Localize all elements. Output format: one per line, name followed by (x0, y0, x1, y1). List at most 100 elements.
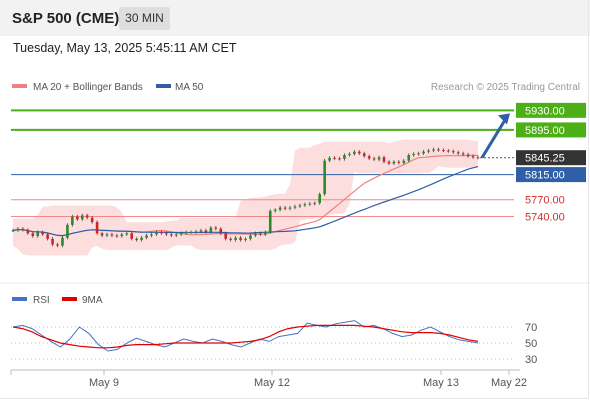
candle-body (268, 210, 272, 233)
chart-header: S&P 500 (CME) 30 MIN (0, 0, 590, 36)
chart-credit: Research © 2025 Trading Central (431, 82, 580, 93)
candle-body (80, 215, 84, 220)
interval-selector[interactable]: 30 MIN (119, 7, 170, 30)
candle-body (466, 154, 470, 157)
candle-body (451, 151, 455, 153)
candle-body (239, 237, 242, 240)
candle-body (318, 194, 322, 204)
level-label-box-5895.00 (516, 122, 586, 138)
candle-body (85, 215, 89, 218)
candle-body (377, 157, 381, 160)
level-label-5845.25: 5845.25 (525, 153, 565, 165)
candle-body (437, 149, 440, 151)
candle-body (184, 232, 188, 234)
candle-body (234, 237, 237, 240)
candle-body (357, 151, 361, 154)
candle-body (214, 227, 218, 229)
candle-body (219, 228, 223, 234)
candle-body (447, 150, 450, 152)
candle-body (333, 157, 336, 159)
level-label-box-5930.00 (516, 102, 586, 118)
candle-body (422, 151, 425, 154)
candle-body (412, 153, 415, 156)
x-tick-label-May-9: May 9 (89, 377, 119, 389)
candle-body (174, 234, 178, 236)
candle-body (169, 234, 173, 236)
candle-body (204, 230, 208, 233)
candle-body (224, 233, 228, 239)
candle-body (179, 233, 183, 235)
candle-body (283, 207, 287, 209)
candle-body (140, 237, 143, 240)
candle-body (328, 157, 331, 161)
candle-body (353, 151, 356, 154)
candle-body (362, 153, 366, 157)
rsi-line (12, 320, 479, 352)
candle-body (397, 161, 401, 163)
candle-body (263, 232, 267, 235)
candle-body (323, 160, 326, 195)
legend-swatch-ma50 (156, 84, 171, 88)
ma50-line (12, 166, 479, 237)
candle-body (427, 150, 430, 152)
candle-body (51, 238, 54, 245)
candle-body (61, 237, 64, 246)
legend-9ma: 9MA (82, 295, 103, 306)
candle-body (194, 231, 198, 233)
level-label-5770.00: 5770.00 (525, 195, 565, 207)
candle-body (199, 230, 203, 232)
candle-body (90, 217, 94, 223)
candle-body (71, 216, 74, 225)
candle-body (456, 152, 460, 154)
candle-body (21, 228, 25, 230)
rsi-9ma-line (12, 324, 479, 349)
candle-body (11, 230, 15, 232)
candle-body (165, 233, 168, 235)
candle-body (130, 233, 134, 239)
candle-body (298, 205, 302, 207)
candle-body (160, 232, 163, 234)
rsi-tick-50: 50 (525, 338, 537, 350)
candle-body (189, 232, 193, 234)
candle-body (254, 233, 257, 236)
candle-body (313, 203, 317, 205)
candle-body (31, 233, 35, 237)
level-label-5815.00: 5815.00 (525, 170, 565, 182)
rsi-tick-30: 30 (525, 354, 537, 366)
level-label-5895.00: 5895.00 (525, 125, 565, 137)
candle-body (26, 229, 30, 234)
candle-body (259, 233, 262, 235)
candle-body (288, 207, 292, 209)
candle-body (348, 153, 351, 156)
candle-body (392, 161, 396, 164)
candle-body (407, 155, 411, 161)
legend-swatch-9ma (62, 297, 77, 301)
rsi-tick-70: 70 (525, 322, 537, 334)
level-label-box-5815.00 (516, 167, 586, 183)
candle-body (120, 234, 124, 237)
projection-arrow-head (498, 113, 510, 125)
projection-arrow-shaft (480, 117, 508, 159)
candle-body (372, 158, 376, 160)
candle-body (273, 209, 277, 211)
candle-body (293, 206, 297, 208)
level-label-box-5845.25 (516, 150, 586, 166)
candle-body (432, 149, 435, 151)
candle-body (56, 244, 59, 246)
timestamp: Tuesday, May 13, 2025 5:45:11 AM CET (13, 41, 237, 55)
candle-body (105, 234, 109, 236)
bollinger-band-area (13, 139, 478, 256)
legend-swatch-ma20 (12, 84, 27, 88)
level-label-5740.00: 5740.00 (525, 211, 565, 223)
candle-body (303, 204, 307, 206)
candle-body (244, 238, 247, 240)
candle-body (135, 238, 138, 240)
candle-body (249, 235, 252, 239)
candle-body (209, 227, 213, 233)
candle-body (115, 235, 119, 237)
candle-body (229, 238, 232, 240)
instrument-title: S&P 500 (CME) (12, 10, 120, 27)
candle-body (16, 228, 20, 231)
x-tick-label-May-12: May 12 (254, 377, 290, 389)
candle-body (150, 234, 153, 236)
